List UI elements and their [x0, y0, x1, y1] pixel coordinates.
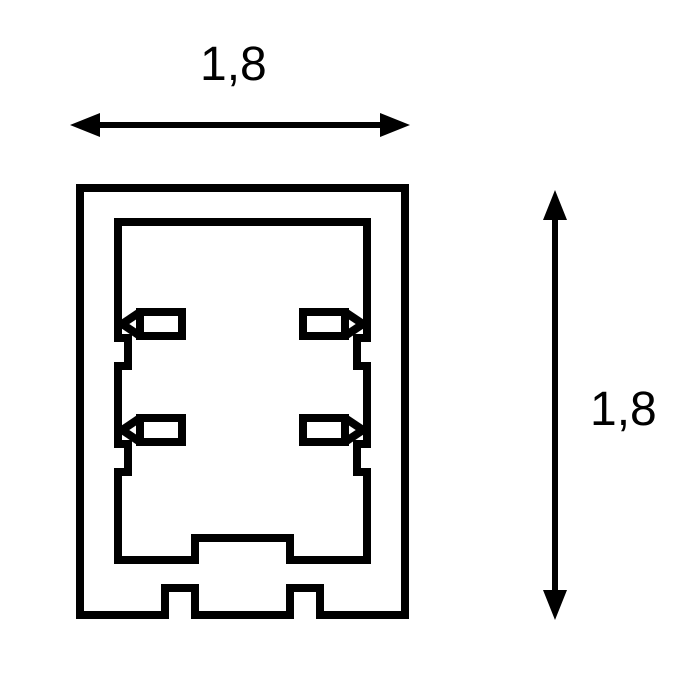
- contact-rect-bot-right: [303, 418, 345, 442]
- horizontal-arrow-right: [380, 113, 410, 137]
- vertical-dimension-label: 1,8: [590, 383, 657, 436]
- vertical-dimension: 1,8: [543, 190, 657, 620]
- contact-rect-top-right: [303, 312, 345, 336]
- cross-section-diagram: 1,8 1,8: [0, 0, 700, 700]
- profile-outline: [80, 188, 405, 615]
- vertical-arrow-bottom: [543, 590, 567, 620]
- contact-rect-bot-left: [140, 418, 182, 442]
- horizontal-arrow-left: [70, 113, 100, 137]
- horizontal-dimension: 1,8: [70, 38, 410, 137]
- contact-rect-top-left: [140, 312, 182, 336]
- horizontal-dimension-label: 1,8: [200, 38, 267, 91]
- rail-profile: [80, 188, 405, 615]
- vertical-arrow-top: [543, 190, 567, 220]
